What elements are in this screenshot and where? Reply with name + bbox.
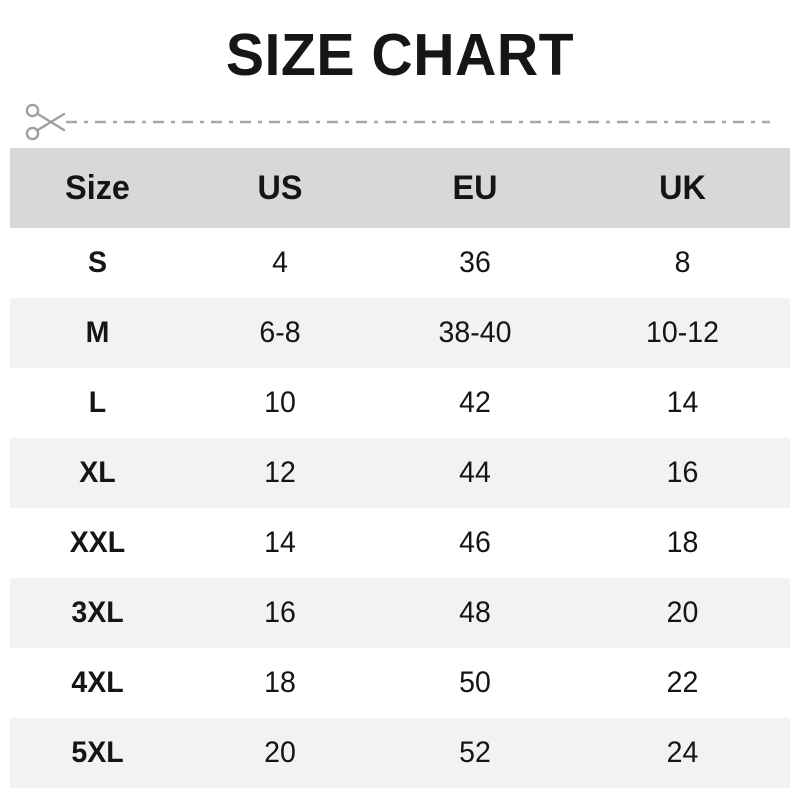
cell-size: S	[87, 246, 107, 279]
cell-uk: 24	[666, 736, 699, 769]
cell-us: 14	[264, 526, 296, 559]
table-row: 5XL 20 52 24	[10, 718, 790, 788]
table-header-row: Size US EU UK	[10, 148, 790, 228]
cell-us: 16	[264, 596, 296, 629]
cell-size: M	[85, 316, 110, 349]
cell-us: 4	[272, 246, 288, 279]
cell-eu: 36	[459, 246, 491, 279]
cell-eu: 50	[459, 666, 491, 699]
column-header-uk: UK	[659, 169, 706, 207]
cell-us: 6-8	[259, 316, 301, 349]
cell-eu: 42	[459, 386, 491, 419]
table-row: XXL 14 46 18	[10, 508, 790, 578]
cell-uk: 14	[666, 386, 699, 419]
page-title: SIZE CHART	[225, 22, 575, 88]
scissors-icon	[25, 103, 66, 141]
cell-size: XL	[79, 456, 116, 489]
cell-size: 5XL	[71, 736, 124, 769]
table-row: L 10 42 14	[10, 368, 790, 438]
column-header-eu: EU	[452, 169, 498, 207]
column-header-us: US	[257, 169, 303, 207]
cell-eu: 44	[459, 456, 491, 489]
cut-line	[22, 101, 778, 143]
table-row: XL 12 44 16	[10, 438, 790, 508]
cell-us: 12	[264, 456, 296, 489]
cell-uk: 16	[666, 456, 699, 489]
cell-size: 3XL	[71, 596, 124, 629]
cell-size: 4XL	[71, 666, 124, 699]
table-row: 3XL 16 48 20	[10, 578, 790, 648]
cell-us: 20	[264, 736, 296, 769]
cell-us: 18	[264, 666, 296, 699]
table-row: 4XL 18 50 22	[10, 648, 790, 718]
cell-uk: 22	[666, 666, 699, 699]
cell-eu: 52	[459, 736, 491, 769]
cell-us: 10	[264, 386, 296, 419]
cell-uk: 8	[674, 246, 691, 279]
cell-uk: 18	[666, 526, 699, 559]
cell-uk: 10-12	[646, 316, 719, 349]
cell-uk: 20	[666, 596, 699, 629]
cell-eu: 48	[459, 596, 491, 629]
cell-eu: 38-40	[438, 316, 512, 349]
cell-size: XXL	[69, 526, 126, 559]
column-header-size: Size	[65, 169, 130, 207]
table-row: M 6-8 38-40 10-12	[10, 298, 790, 368]
size-table: Size US EU UK S 4 36 8 M 6-8 38-40 10-12…	[10, 148, 790, 788]
table-row: S 4 36 8	[10, 228, 790, 298]
cell-eu: 46	[459, 526, 491, 559]
cell-size: L	[88, 386, 107, 419]
